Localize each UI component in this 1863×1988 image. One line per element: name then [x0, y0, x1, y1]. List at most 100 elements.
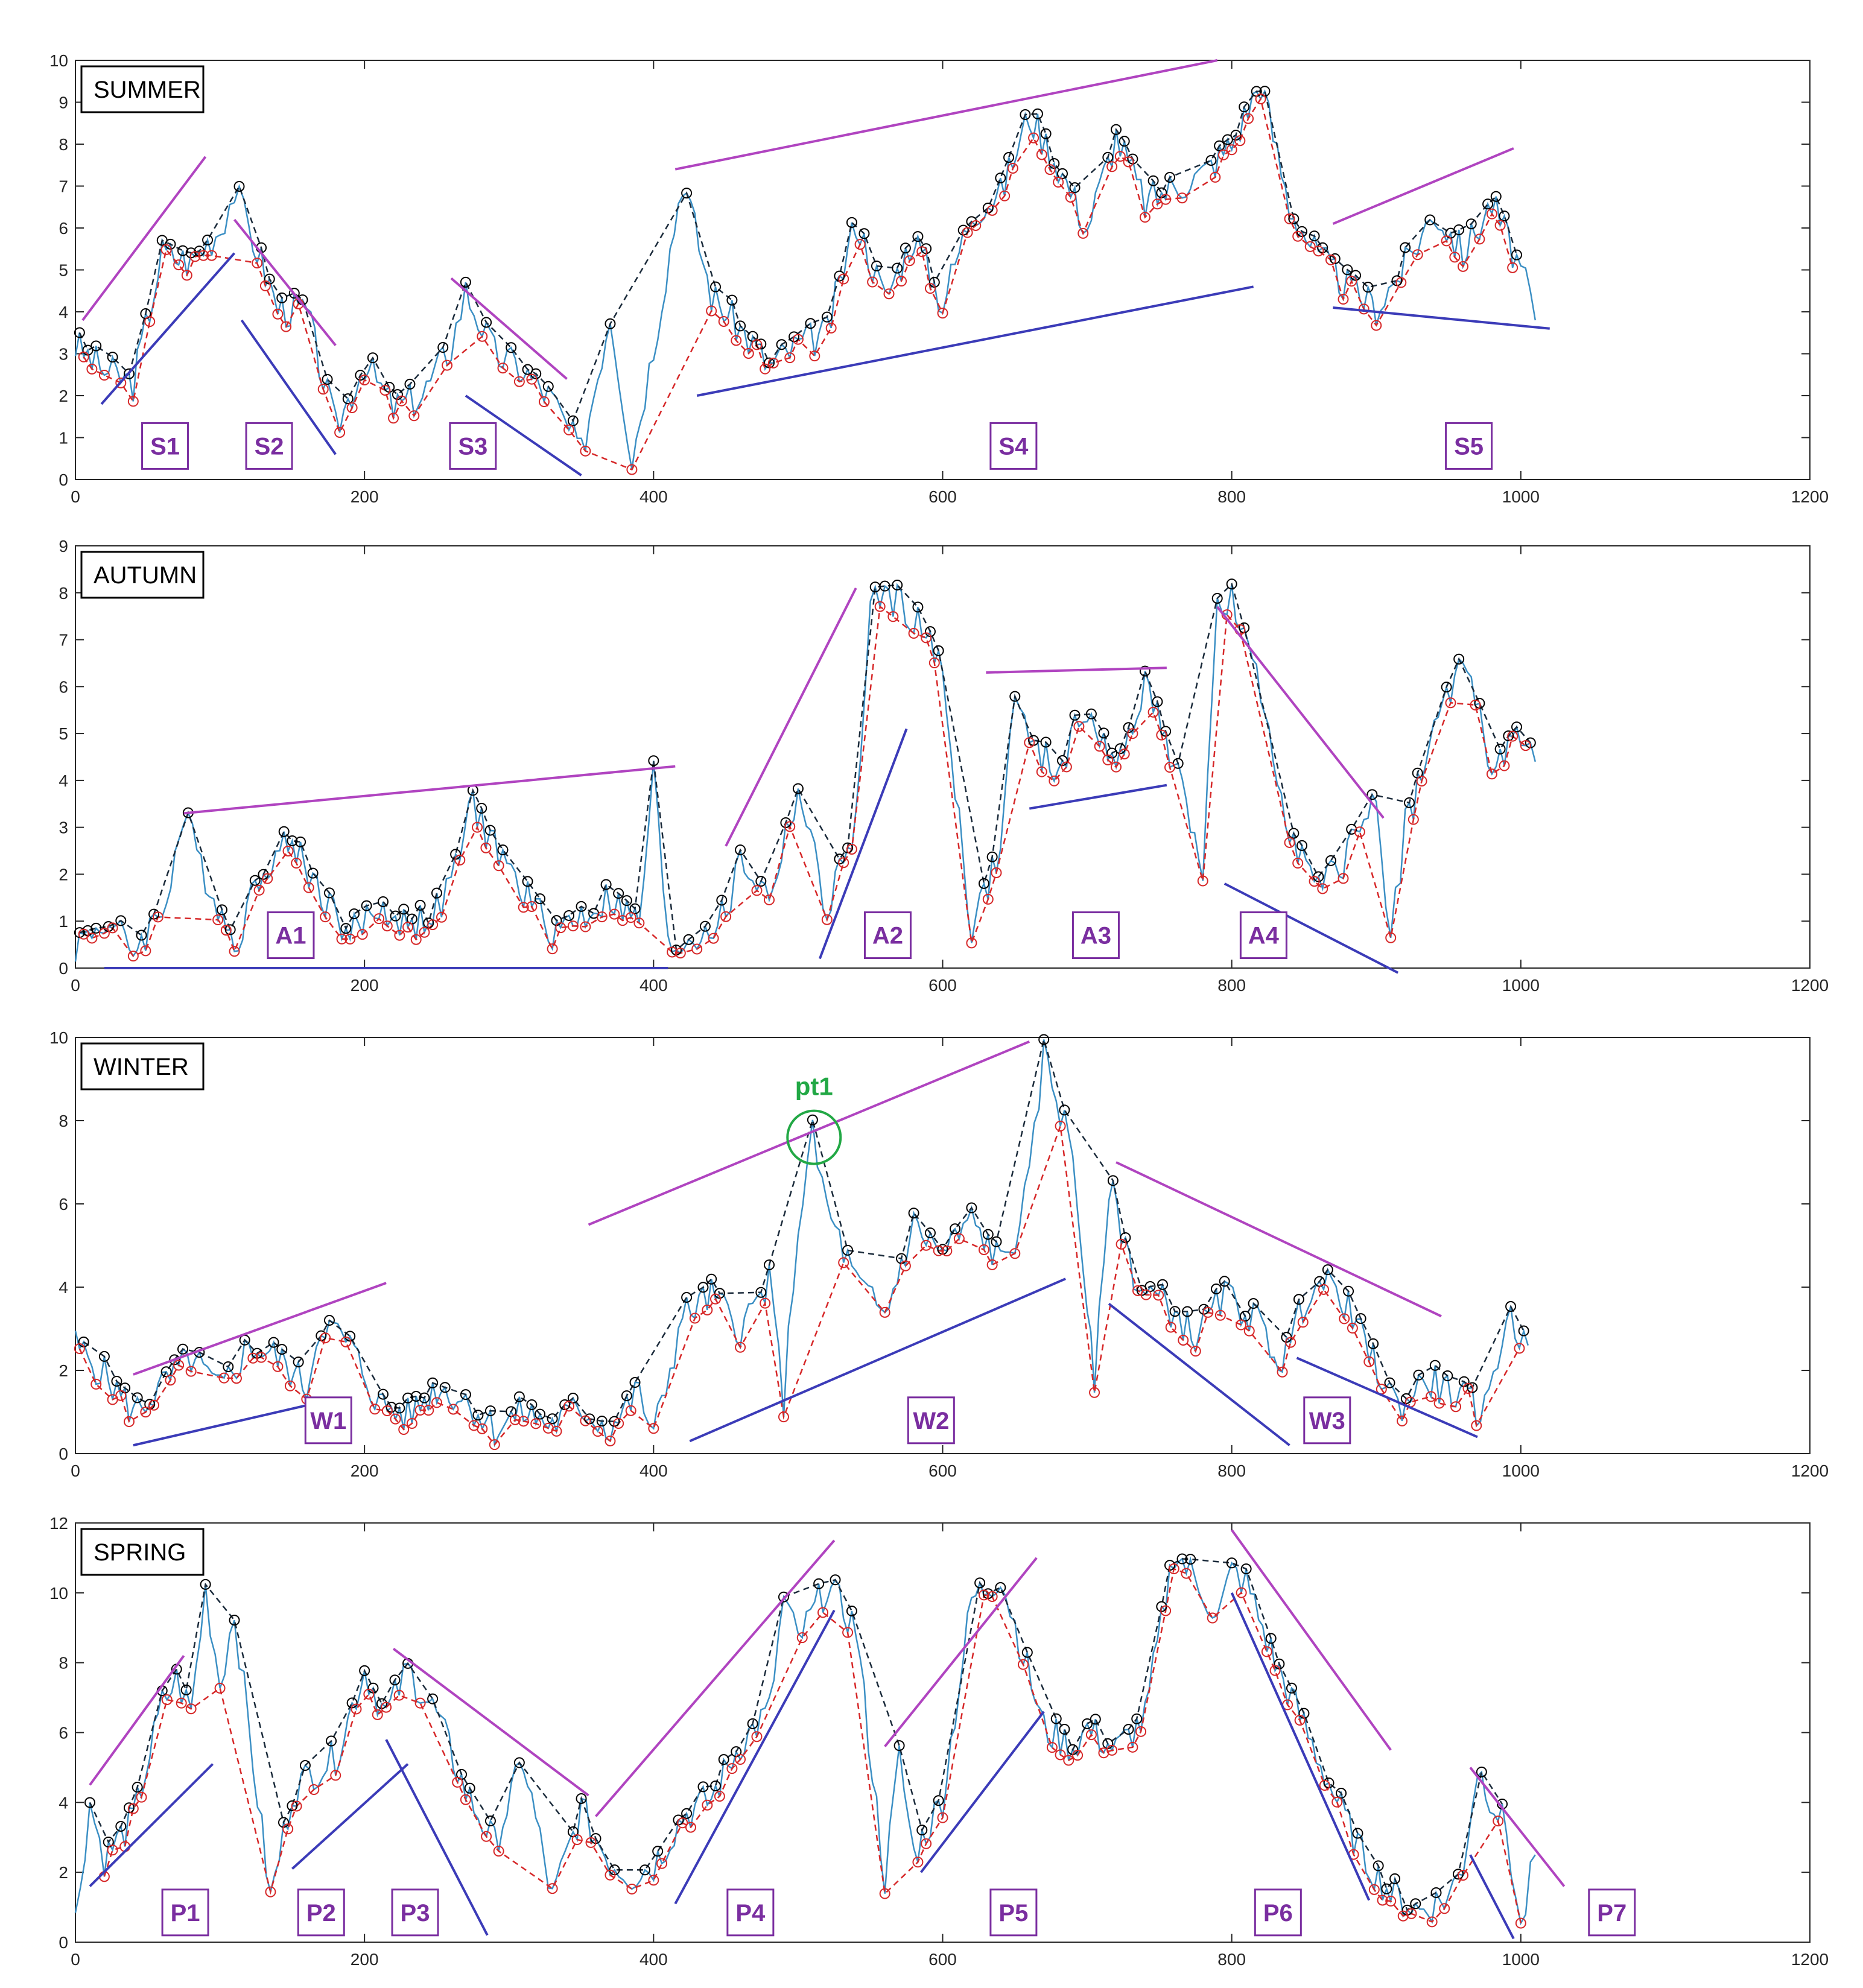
valley-marker	[953, 1233, 965, 1244]
valley-envelope-line	[83, 605, 1526, 957]
valley-marker	[547, 943, 558, 955]
lower-trend-line	[1029, 783, 1167, 810]
peak-marker	[1413, 1369, 1424, 1381]
valley-marker	[1147, 706, 1159, 718]
segment-label-w1: W1	[304, 1396, 352, 1445]
peak-marker	[1400, 242, 1411, 253]
valley-marker	[1140, 1289, 1152, 1300]
peak-marker	[735, 844, 746, 856]
valley-marker	[359, 375, 370, 386]
lower-trend-line	[89, 1763, 214, 1887]
segment-label-frame	[989, 1888, 1038, 1937]
peak-marker	[1139, 665, 1150, 677]
segment-label-frame	[1254, 1888, 1302, 1937]
peak-marker	[361, 900, 372, 911]
valley-marker	[152, 911, 163, 923]
valley-marker	[879, 1888, 890, 1899]
upper-trend-line	[674, 59, 1218, 171]
valley-marker	[489, 1439, 500, 1451]
y-tick-label: 10	[49, 1028, 68, 1047]
valley-marker	[1017, 1659, 1029, 1670]
valley-marker	[388, 413, 399, 424]
valley-marker	[291, 1800, 302, 1812]
peak-marker	[605, 318, 616, 329]
valley-marker	[282, 845, 294, 856]
peak-marker	[778, 1591, 789, 1603]
peak-marker	[427, 1693, 439, 1705]
valley-marker	[1338, 294, 1349, 305]
peak-marker	[1368, 1338, 1379, 1349]
lower-trend-line	[465, 394, 582, 476]
peak-marker	[464, 1782, 475, 1794]
valley-marker	[78, 351, 89, 362]
peak-marker	[74, 327, 85, 338]
peak-marker	[846, 217, 857, 228]
peak-marker	[1147, 175, 1159, 186]
y-tick-label: 4	[59, 1793, 68, 1812]
x-tick-label: 200	[351, 487, 379, 506]
peak-marker	[1325, 855, 1336, 866]
peak-marker	[526, 1399, 538, 1410]
peak-marker	[123, 368, 135, 379]
valley-marker	[1292, 858, 1304, 869]
segment-label-frame	[1303, 1396, 1351, 1445]
segment-label-frame	[449, 422, 497, 470]
segment-label-frame	[141, 422, 189, 470]
valley-marker	[1202, 1306, 1214, 1318]
valley-marker	[1234, 135, 1246, 147]
valley-marker	[1486, 768, 1497, 780]
valley-marker	[284, 1380, 296, 1391]
peak-marker	[217, 904, 228, 916]
valley-marker	[1156, 729, 1167, 741]
valley-marker	[481, 1831, 492, 1842]
segment-label-text: S4	[998, 433, 1029, 460]
segment-label-frame	[863, 911, 912, 960]
valley-marker	[442, 359, 453, 371]
valley-marker	[1072, 1750, 1084, 1761]
valley-marker	[585, 1837, 597, 1848]
y-tick-label: 0	[59, 470, 68, 489]
peak-marker	[830, 1574, 841, 1586]
peak-marker	[323, 1315, 335, 1326]
peak-marker	[107, 352, 118, 363]
valley-marker	[896, 276, 907, 287]
peak-marker	[1511, 249, 1522, 261]
valley-marker	[1214, 1309, 1226, 1321]
upper-trend-line	[1469, 1767, 1566, 1887]
peak-marker	[1164, 171, 1175, 183]
valley-marker	[1106, 1744, 1118, 1756]
valley-envelope-line	[103, 1568, 1522, 1923]
valley-marker	[633, 917, 645, 929]
panel-autumn: 0 200 400 600 800 1000 1200 0 1 2 3 4 5 6 7 8 9 AUTUMN A1 A…	[59, 537, 1829, 995]
peak-marker	[710, 1781, 722, 1792]
peak-marker	[648, 755, 659, 767]
valley-marker	[1338, 873, 1349, 884]
peak-marker	[394, 1402, 405, 1414]
valley-marker	[1053, 177, 1064, 188]
valley-marker	[1331, 1796, 1343, 1808]
x-tick-label: 1000	[1502, 976, 1540, 995]
valley-marker	[962, 227, 973, 238]
segment-label-text: P1	[171, 1900, 200, 1926]
valley-marker	[1261, 1646, 1272, 1657]
valley-marker	[282, 1823, 294, 1835]
lower-trend-line	[1108, 1303, 1290, 1446]
valley-marker	[1063, 1755, 1074, 1766]
valley-marker	[937, 1812, 948, 1823]
peak-marker	[681, 1291, 693, 1303]
valley-marker	[185, 1703, 197, 1715]
peak-marker	[249, 875, 261, 886]
valley-marker	[1217, 149, 1229, 160]
peak-marker	[1230, 130, 1242, 141]
segment-label-text: P2	[306, 1900, 336, 1926]
valley-marker	[165, 1375, 176, 1386]
segment-label-text: P5	[998, 1900, 1028, 1926]
valley-marker	[281, 321, 292, 332]
peak-marker	[98, 1350, 110, 1362]
valley-marker	[410, 934, 422, 945]
valley-marker	[760, 363, 771, 375]
peak-marker	[547, 1413, 558, 1425]
peak-marker	[136, 929, 147, 941]
peak-marker	[1453, 1869, 1464, 1880]
peak-marker	[982, 1229, 994, 1240]
